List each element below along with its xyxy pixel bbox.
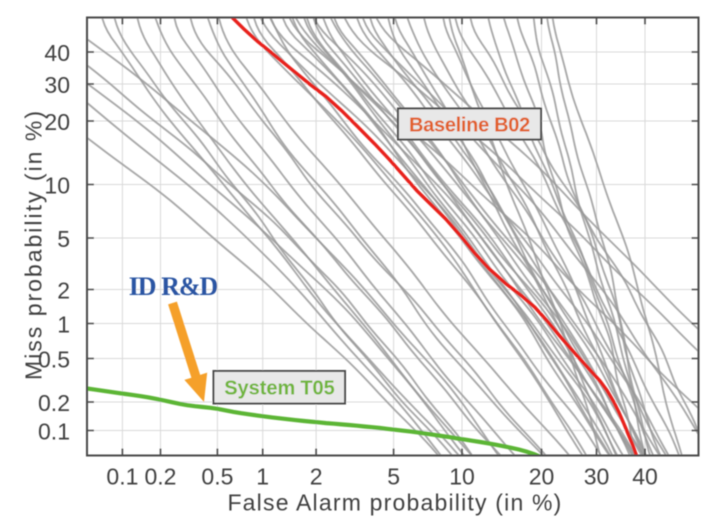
svg-text:Miss probability (in %): Miss probability (in %) (21, 109, 47, 380)
svg-text:0.5: 0.5 (201, 464, 233, 490)
svg-text:0.2: 0.2 (145, 464, 177, 490)
svg-text:Baseline B02: Baseline B02 (409, 114, 530, 136)
svg-text:0.1: 0.1 (106, 464, 138, 490)
svg-text:10: 10 (44, 173, 70, 199)
svg-text:40: 40 (44, 40, 70, 66)
svg-text:2: 2 (57, 278, 70, 304)
svg-text:2: 2 (310, 464, 323, 490)
svg-text:20: 20 (44, 109, 70, 135)
svg-text:5: 5 (387, 464, 400, 490)
svg-text:System T05: System T05 (224, 377, 335, 399)
svg-text:30: 30 (44, 72, 70, 98)
svg-text:1: 1 (57, 312, 70, 338)
svg-text:0.1: 0.1 (38, 419, 70, 445)
svg-text:False Alarm probability (in %): False Alarm probability (in %) (227, 490, 562, 516)
svg-text:40: 40 (632, 464, 658, 490)
svg-text:ID R&D: ID R&D (129, 272, 218, 301)
svg-text:10: 10 (449, 464, 475, 490)
svg-text:5: 5 (57, 226, 70, 252)
svg-text:1: 1 (256, 464, 269, 490)
svg-text:0.5: 0.5 (38, 347, 70, 373)
svg-text:0.2: 0.2 (38, 390, 70, 416)
svg-text:20: 20 (529, 464, 555, 490)
svg-text:30: 30 (584, 464, 610, 490)
